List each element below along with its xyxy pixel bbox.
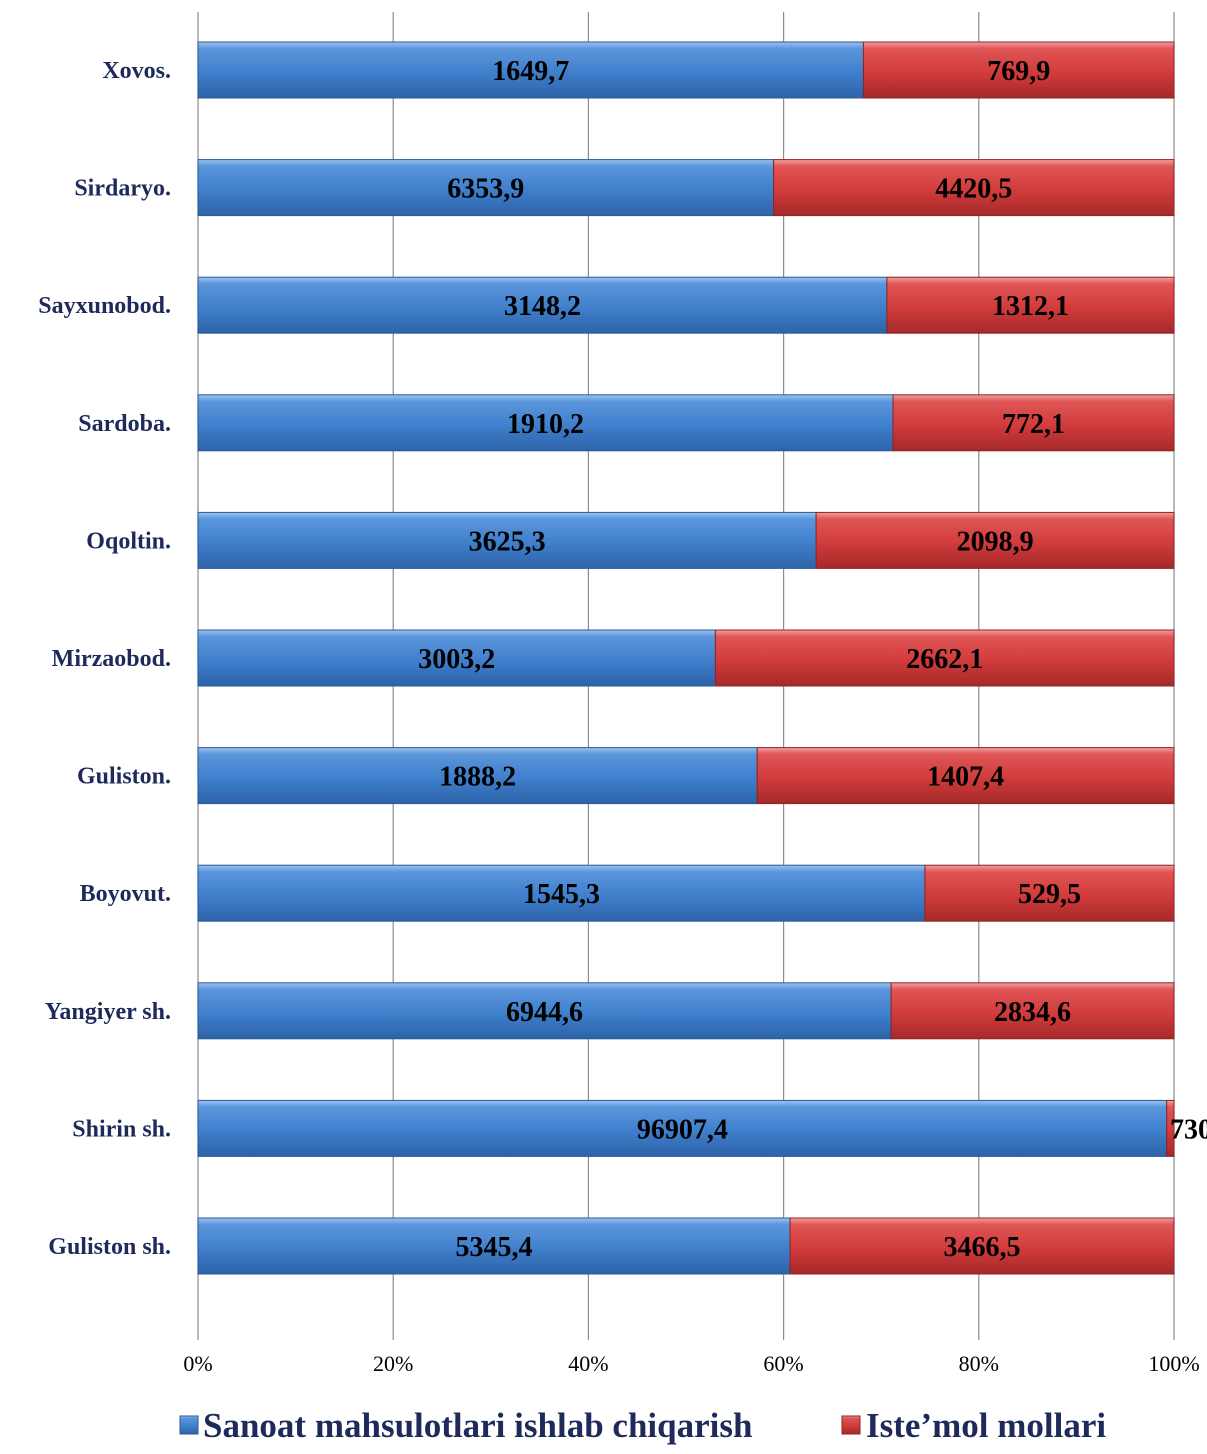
category-label: Xovos.: [102, 58, 171, 84]
category-label: Guliston.: [77, 764, 171, 790]
category-label: Boyovut.: [80, 881, 171, 907]
legend-label: Sanoat mahsulotlari ishlab chiqarish: [203, 1406, 752, 1445]
category-label: Yangiyer sh.: [45, 999, 171, 1025]
bar-segment: [197, 394, 894, 452]
bar-segment: [892, 394, 1175, 452]
bar-segment: [815, 511, 1175, 569]
category-label: Sardoba.: [78, 411, 171, 437]
bars: 1649,7 769,9 6353,9 4420,5 3148,2 1312,1 1910,…: [197, 41, 1207, 1275]
data-label: 3148,2: [504, 291, 581, 322]
bar-segment: [197, 1217, 791, 1275]
x-tick-label: 40%: [568, 1351, 608, 1376]
data-label: 4420,5: [935, 174, 1012, 205]
x-tick-label: 20%: [373, 1351, 413, 1376]
category-labels: Xovos. Sirdaryo. Sayxunobod. Sardoba. Oqolti…: [38, 58, 171, 1260]
bar-segment: [197, 159, 775, 217]
data-label: 6944,6: [506, 997, 583, 1028]
data-label: 772,1: [1002, 409, 1065, 440]
data-label: 1312,1: [992, 291, 1069, 322]
data-label: 769,9: [987, 56, 1050, 87]
data-label: 1407,4: [927, 762, 1004, 793]
category-label: Sirdaryo.: [74, 176, 171, 202]
bar-segment: [197, 982, 892, 1040]
bar-segment: [1166, 1099, 1175, 1157]
data-label: 1910,2: [507, 409, 584, 440]
x-tick-label: 100%: [1148, 1351, 1199, 1376]
data-label: 2098,9: [957, 526, 1034, 557]
legend-swatch: [841, 1415, 861, 1435]
x-tick-labels: 0% 20% 40% 60% 80% 100%: [183, 1351, 1199, 1376]
legend: Sanoat mahsulotlari ishlab chiqarish Iste…: [179, 1406, 1106, 1445]
bar-segment: [886, 276, 1175, 334]
bar-segment: [789, 1217, 1175, 1275]
data-label: 529,5: [1018, 879, 1081, 910]
bar-segment: [714, 629, 1175, 687]
data-label: 96907,4: [637, 1114, 728, 1145]
bar-segment: [773, 159, 1175, 217]
data-label: 5345,4: [456, 1232, 533, 1263]
data-label: 730,1: [1170, 1114, 1207, 1145]
category-label: Guliston sh.: [48, 1234, 171, 1260]
bar-segment: [197, 276, 888, 334]
data-label: 3625,3: [469, 526, 546, 557]
category-label: Mirzaobod.: [52, 646, 171, 672]
data-label: 1545,3: [523, 879, 600, 910]
bar-segment: [890, 982, 1175, 1040]
x-tick-label: 80%: [959, 1351, 999, 1376]
data-label: 3466,5: [944, 1232, 1021, 1263]
bar-segment: [197, 41, 864, 99]
data-label: 6353,9: [447, 174, 524, 205]
bar-segment: [197, 629, 716, 687]
bar-segment: [197, 511, 817, 569]
data-label: 1649,7: [492, 56, 569, 87]
category-label: Sayxunobod.: [38, 293, 171, 319]
legend-swatch: [179, 1415, 199, 1435]
data-label: 1888,2: [439, 762, 516, 793]
category-label: Shirin sh.: [72, 1116, 171, 1142]
data-label: 2834,6: [994, 997, 1071, 1028]
data-label: 3003,2: [418, 644, 495, 675]
category-label: Oqoltin.: [86, 528, 171, 554]
bar-segment: [924, 864, 1175, 922]
bar-segment: [862, 41, 1175, 99]
legend-label: Iste’mol mollari: [866, 1406, 1106, 1445]
x-tick-label: 0%: [183, 1351, 212, 1376]
bar-segment: [197, 747, 758, 805]
bar-segment: [756, 747, 1175, 805]
x-tick-label: 60%: [763, 1351, 803, 1376]
data-label: 2662,1: [906, 644, 983, 675]
